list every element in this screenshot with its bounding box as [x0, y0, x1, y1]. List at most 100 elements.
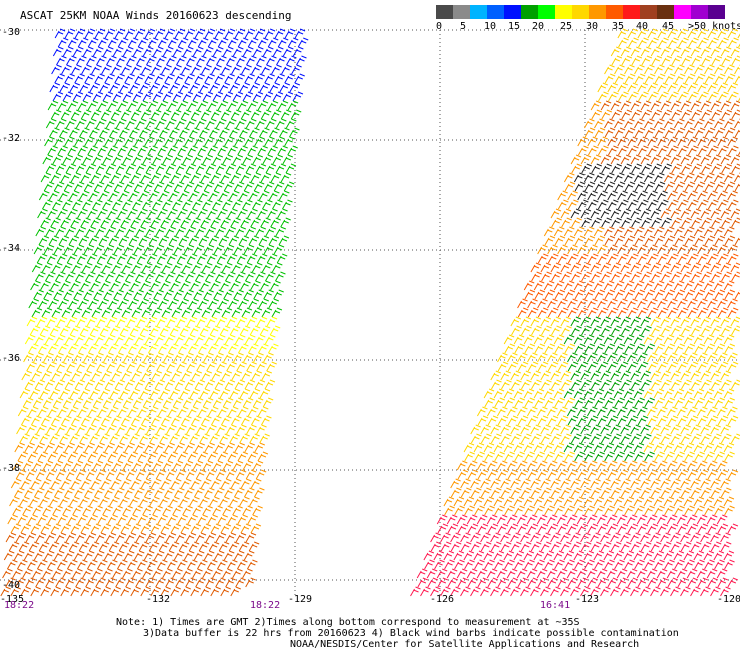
wind-barb — [204, 551, 214, 560]
wind-barb — [635, 74, 645, 83]
wind-barb — [102, 263, 112, 272]
wind-barb — [73, 506, 83, 515]
wind-barb — [698, 146, 708, 155]
wind-barb — [198, 344, 208, 353]
wind-barb — [531, 533, 541, 542]
wind-barb — [44, 488, 54, 497]
wind-barb — [245, 74, 255, 83]
wind-barb — [618, 254, 628, 263]
wind-barb — [485, 398, 495, 407]
wind-barb — [584, 443, 594, 452]
wind-barb — [176, 56, 186, 65]
wind-barb — [494, 389, 504, 398]
wind-barb — [48, 101, 58, 110]
wind-barb — [204, 488, 214, 497]
wind-barb — [251, 281, 261, 290]
wind-barb — [111, 110, 121, 119]
wind-barb — [561, 263, 571, 272]
wind-barb — [718, 362, 728, 371]
wind-barb — [166, 227, 176, 236]
wind-barb — [136, 227, 146, 236]
wind-barb — [78, 344, 88, 353]
wind-barb — [631, 434, 641, 443]
wind-barb — [721, 542, 731, 551]
wind-barb — [571, 542, 581, 551]
wind-barb — [248, 344, 258, 353]
wind-barb — [7, 560, 17, 569]
wind-barb — [617, 353, 627, 362]
wind-barb — [118, 209, 128, 218]
wind-barb — [198, 452, 208, 461]
wind-barb — [130, 497, 140, 506]
wind-barb — [229, 236, 239, 245]
wind-barb — [555, 236, 565, 245]
wind-barb — [707, 569, 717, 578]
wind-barb — [705, 290, 715, 299]
wind-barb — [481, 434, 491, 443]
wind-barb — [179, 542, 189, 551]
wind-barb — [142, 65, 152, 74]
wind-barb — [52, 308, 62, 317]
wind-barb — [218, 452, 228, 461]
wind-barb — [88, 407, 98, 416]
wind-barb — [532, 272, 542, 281]
wind-barb — [151, 218, 161, 227]
wind-barb — [672, 272, 682, 281]
wind-barb — [143, 47, 153, 56]
wind-barb — [87, 362, 97, 371]
wind-barb — [644, 119, 654, 128]
wind-barb — [130, 326, 140, 335]
wind-barb — [711, 371, 721, 380]
wind-barb — [67, 254, 77, 263]
wind-barb — [44, 290, 54, 299]
wind-barb — [541, 479, 551, 488]
wind-barb — [554, 551, 564, 560]
wind-barb — [65, 272, 75, 281]
wind-barb — [704, 497, 714, 506]
wind-barb — [638, 146, 648, 155]
wind-barb — [484, 443, 494, 452]
wind-barb — [681, 317, 691, 326]
wind-barb — [468, 578, 478, 587]
wind-barb — [133, 398, 143, 407]
wind-barb — [264, 353, 274, 362]
wind-barb — [618, 299, 628, 308]
wind-barb — [675, 236, 685, 245]
wind-barb — [229, 128, 239, 137]
wind-barb — [228, 101, 238, 110]
wind-barb — [132, 371, 142, 380]
wind-barb — [564, 335, 574, 344]
wind-barb — [243, 506, 253, 515]
wind-barb — [134, 551, 144, 560]
wind-barb — [84, 290, 94, 299]
wind-barb — [501, 533, 511, 542]
wind-barb — [174, 290, 184, 299]
wind-barb — [725, 344, 735, 353]
wind-barb — [507, 353, 517, 362]
wind-barb — [614, 551, 624, 560]
wind-barb — [214, 245, 224, 254]
wind-barb — [498, 470, 508, 479]
wind-barb — [631, 380, 641, 389]
wind-barb — [611, 587, 621, 596]
wind-barb — [558, 254, 568, 263]
wind-barb — [246, 578, 256, 587]
wind-barb — [688, 146, 698, 155]
wind-barb — [132, 263, 142, 272]
wind-barb — [655, 398, 665, 407]
wind-barb — [64, 353, 74, 362]
wind-barb — [658, 83, 668, 92]
wind-barb — [118, 38, 128, 47]
wind-barb — [230, 434, 240, 443]
wind-barb — [702, 56, 712, 65]
wind-barb — [54, 353, 64, 362]
wind-barb — [664, 443, 674, 452]
wind-barb — [615, 236, 625, 245]
wind-barb — [598, 362, 608, 371]
wind-barb — [581, 542, 591, 551]
wind-barb — [123, 506, 133, 515]
wind-barb — [174, 353, 184, 362]
wind-barb — [186, 56, 196, 65]
wind-barb — [694, 551, 704, 560]
wind-barb — [180, 83, 190, 92]
